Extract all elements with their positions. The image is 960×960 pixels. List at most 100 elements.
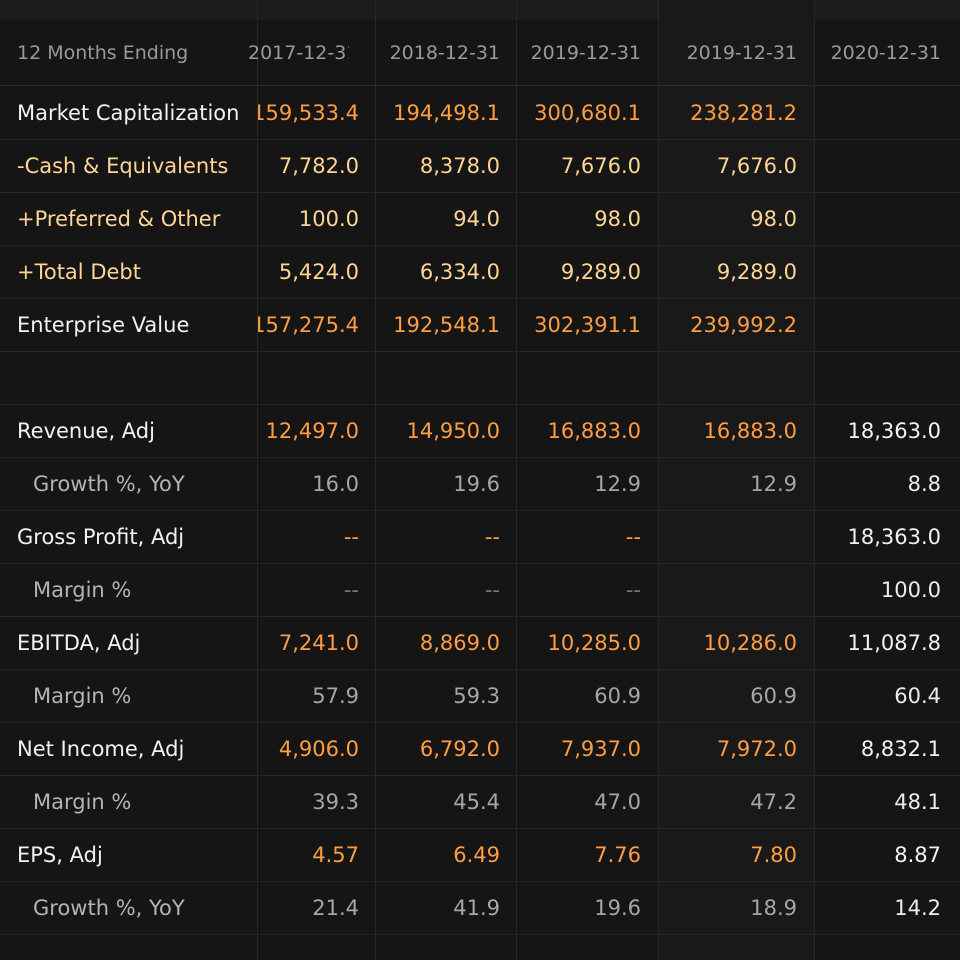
value-cell[interactable]: 7,676.0 — [560, 154, 641, 178]
value-cell[interactable]: -- — [484, 578, 500, 602]
value-cell[interactable]: 19.6 — [453, 472, 500, 496]
value-cell[interactable]: 7,972.0 — [716, 737, 797, 761]
value-cell[interactable]: -- — [625, 578, 641, 602]
table-row[interactable]: +Total Debt 5,424.0 6,334.0 9,289.0 9,28… — [0, 246, 960, 299]
value-cell[interactable] — [815, 87, 941, 139]
value-cell[interactable]: 21.4 — [312, 896, 359, 920]
value-cell[interactable]: -- — [343, 578, 359, 602]
value-cell[interactable]: 194,498.1 — [393, 101, 500, 125]
value-cell[interactable]: 12.9 — [750, 472, 797, 496]
period-header[interactable]: 2018-12-31 — [389, 41, 500, 64]
value-cell[interactable]: 7.76 — [594, 843, 641, 867]
value-cell[interactable]: 8,832.1 — [860, 737, 941, 761]
value-cell[interactable]: 4.57 — [312, 843, 359, 867]
row-label: Growth %, YoY — [33, 472, 185, 496]
value-cell[interactable]: 9,289.0 — [560, 260, 641, 284]
value-cell[interactable]: 18,363.0 — [847, 419, 941, 443]
value-cell[interactable]: 100.0 — [880, 578, 941, 602]
row-label: Margin % — [33, 684, 132, 708]
value-cell[interactable]: 14,950.0 — [406, 419, 500, 443]
value-cell[interactable]: 10,286.0 — [703, 631, 797, 655]
value-cell[interactable]: -- — [625, 525, 641, 549]
value-cell[interactable]: 7,241.0 — [278, 631, 359, 655]
value-cell[interactable]: 60.9 — [750, 684, 797, 708]
table-row[interactable]: Margin % 57.9 59.3 60.9 60.9 60.4 — [0, 670, 960, 723]
value-cell[interactable]: 239,992.2 — [690, 313, 797, 337]
table-row[interactable]: EBITDA, Adj 7,241.0 8,869.0 10,285.0 10,… — [0, 617, 960, 670]
value-cell[interactable]: 10,285.0 — [547, 631, 641, 655]
table-row[interactable]: Net Income, Adj 4,906.0 6,792.0 7,937.0 … — [0, 723, 960, 776]
value-cell[interactable]: 9,289.0 — [716, 260, 797, 284]
value-cell[interactable]: 19.6 — [594, 896, 641, 920]
value-cell[interactable]: 11,087.8 — [847, 631, 941, 655]
table-row[interactable]: Margin % -- -- -- 100.0 — [0, 564, 960, 617]
value-cell[interactable]: 192,548.1 — [393, 313, 500, 337]
value-cell[interactable]: 8,869.0 — [419, 631, 500, 655]
value-cell[interactable] — [659, 511, 797, 563]
period-header[interactable]: 2019-12-31 — [530, 41, 641, 64]
value-cell[interactable]: 48.1 — [894, 790, 941, 814]
value-cell[interactable]: 39.3 — [312, 790, 359, 814]
table-row[interactable]: EPS, Adj 4.57 6.49 7.76 7.80 8.87 — [0, 829, 960, 882]
value-cell[interactable]: 157,275.4 — [258, 313, 359, 337]
value-cell[interactable]: 7.80 — [750, 843, 797, 867]
value-cell[interactable]: 60.4 — [894, 684, 941, 708]
value-cell[interactable]: 16,883.0 — [547, 419, 641, 443]
value-cell[interactable]: 18,363.0 — [847, 525, 941, 549]
row-label: Growth %, YoY — [33, 896, 185, 920]
value-cell[interactable]: 7,937.0 — [560, 737, 641, 761]
value-cell[interactable]: 12,497.0 — [265, 419, 359, 443]
period-header[interactable]: 2017-12-31 — [248, 41, 349, 64]
value-cell[interactable]: 60.9 — [594, 684, 641, 708]
table-row[interactable]: Revenue, Adj 12,497.0 14,950.0 16,883.0 … — [0, 405, 960, 458]
value-cell[interactable]: 41.9 — [453, 896, 500, 920]
value-cell[interactable]: 7,782.0 — [278, 154, 359, 178]
value-cell[interactable]: 6,334.0 — [419, 260, 500, 284]
table-row[interactable]: +Preferred & Other 100.0 94.0 98.0 98.0 — [0, 193, 960, 246]
table-row[interactable]: Growth %, YoY 21.4 41.9 19.6 18.9 14.2 — [0, 882, 960, 935]
period-header[interactable]: 2020-12-31 — [830, 41, 941, 64]
value-cell[interactable]: 14.2 — [894, 896, 941, 920]
row-label: EBITDA, Adj — [17, 631, 141, 655]
value-cell[interactable]: -- — [484, 525, 500, 549]
value-cell[interactable]: 94.0 — [453, 207, 500, 231]
table-row[interactable]: -Cash & Equivalents 7,782.0 8,378.0 7,67… — [0, 140, 960, 193]
value-cell[interactable]: 57.9 — [312, 684, 359, 708]
table-row[interactable]: Growth %, YoY 16.0 19.6 12.9 12.9 8.8 — [0, 458, 960, 511]
value-cell[interactable]: 8.87 — [894, 843, 941, 867]
table-row[interactable]: Margin % 39.3 45.4 47.0 47.2 48.1 — [0, 776, 960, 829]
period-header[interactable]: 2019-12-31 — [686, 41, 797, 64]
value-cell[interactable]: 98.0 — [750, 207, 797, 231]
value-cell[interactable] — [659, 564, 797, 616]
value-cell[interactable]: 4,906.0 — [278, 737, 359, 761]
value-cell[interactable]: 16.0 — [312, 472, 359, 496]
value-cell[interactable]: 7,676.0 — [716, 154, 797, 178]
table-row[interactable]: Enterprise Value 157,275.4 192,548.1 302… — [0, 299, 960, 352]
value-cell[interactable]: 302,391.1 — [534, 313, 641, 337]
value-cell[interactable]: 47.0 — [594, 790, 641, 814]
value-cell[interactable]: 12.9 — [594, 472, 641, 496]
value-cell[interactable]: 45.4 — [453, 790, 500, 814]
value-cell[interactable]: 18.9 — [750, 896, 797, 920]
value-cell[interactable]: 159,533.4 — [258, 101, 359, 125]
value-cell[interactable]: 98.0 — [594, 207, 641, 231]
value-cell[interactable]: -- — [343, 525, 359, 549]
value-cell[interactable]: 5,424.0 — [278, 260, 359, 284]
value-cell[interactable]: 6.49 — [453, 843, 500, 867]
value-cell[interactable]: 100.0 — [298, 207, 359, 231]
value-cell[interactable] — [815, 299, 941, 351]
value-cell[interactable]: 47.2 — [750, 790, 797, 814]
value-cell[interactable]: 59.3 — [453, 684, 500, 708]
value-cell[interactable] — [815, 193, 941, 245]
value-cell[interactable]: 6,792.0 — [419, 737, 500, 761]
value-cell[interactable] — [815, 140, 941, 192]
value-cell[interactable]: 300,680.1 — [534, 101, 641, 125]
value-cell[interactable]: 16,883.0 — [703, 419, 797, 443]
value-cell[interactable]: 8.8 — [907, 472, 941, 496]
row-label: +Preferred & Other — [17, 207, 221, 231]
value-cell[interactable]: 238,281.2 — [690, 101, 797, 125]
value-cell[interactable] — [815, 246, 941, 298]
table-row[interactable]: Market Capitalization 159,533.4 194,498.… — [0, 87, 960, 140]
value-cell[interactable]: 8,378.0 — [419, 154, 500, 178]
table-row[interactable]: Gross Profit, Adj -- -- -- 18,363.0 — [0, 511, 960, 564]
